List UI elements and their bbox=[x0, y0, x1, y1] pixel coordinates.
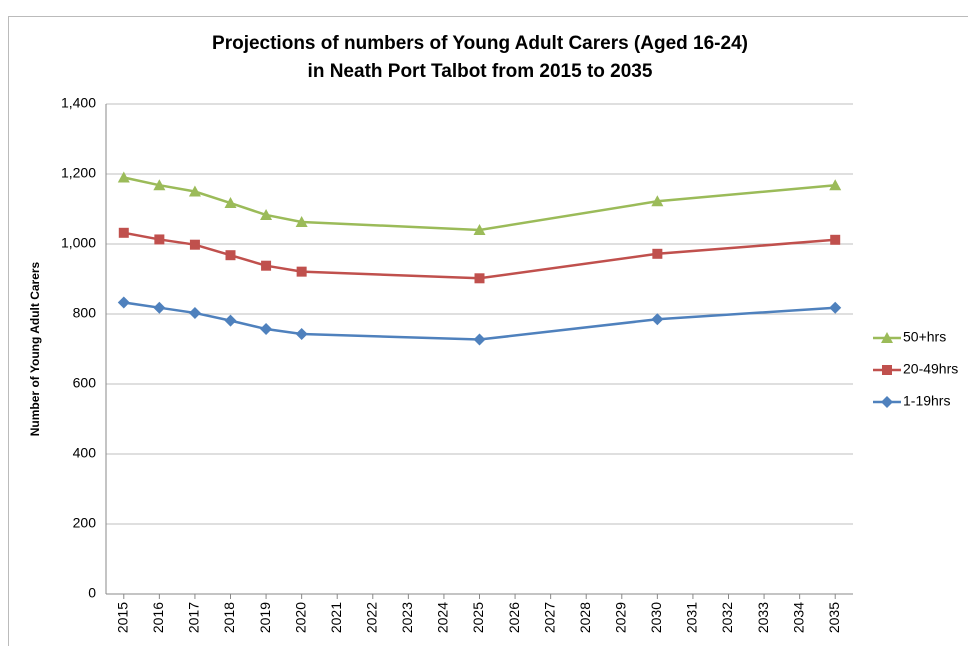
marker bbox=[188, 306, 201, 319]
y-tick-label: 200 bbox=[73, 515, 97, 531]
y-tick-label: 1,200 bbox=[61, 165, 96, 181]
legend-marker bbox=[882, 365, 892, 375]
marker bbox=[260, 323, 273, 336]
marker bbox=[188, 185, 201, 197]
marker bbox=[474, 273, 485, 284]
marker bbox=[153, 301, 166, 314]
marker bbox=[829, 301, 842, 314]
x-tick-label: 2017 bbox=[186, 602, 202, 633]
marker bbox=[224, 314, 237, 327]
marker bbox=[651, 313, 664, 326]
x-tick-label: 2019 bbox=[257, 602, 273, 633]
legend-marker bbox=[881, 332, 893, 343]
marker bbox=[651, 195, 664, 207]
x-tick-label: 2025 bbox=[470, 602, 486, 633]
x-tick-label: 2028 bbox=[577, 602, 593, 633]
x-tick-label: 2026 bbox=[506, 602, 522, 633]
marker bbox=[473, 333, 486, 346]
marker bbox=[473, 224, 486, 235]
y-tick-label: 0 bbox=[88, 585, 96, 601]
x-tick-label: 2030 bbox=[648, 602, 664, 633]
x-tick-label: 2034 bbox=[790, 602, 806, 633]
y-axis-label: Number of Young Adult Carers bbox=[28, 261, 42, 436]
legend-label: 50+hrs bbox=[903, 329, 946, 345]
marker bbox=[261, 260, 272, 271]
marker bbox=[830, 234, 841, 245]
x-tick-label: 2031 bbox=[684, 602, 700, 633]
x-tick-label: 2020 bbox=[292, 602, 308, 633]
marker bbox=[829, 179, 842, 191]
x-tick-label: 2015 bbox=[114, 602, 130, 633]
chart-title: in Neath Port Talbot from 2015 to 2035 bbox=[308, 61, 653, 82]
y-tick-label: 600 bbox=[73, 375, 97, 391]
legend-marker bbox=[881, 396, 893, 408]
y-tick-label: 800 bbox=[73, 305, 97, 321]
x-tick-label: 2021 bbox=[328, 602, 344, 633]
marker bbox=[296, 266, 307, 277]
y-tick-label: 400 bbox=[73, 445, 97, 461]
x-tick-label: 2033 bbox=[755, 602, 771, 633]
x-tick-label: 2018 bbox=[221, 602, 237, 633]
x-tick-label: 2023 bbox=[399, 602, 415, 633]
x-tick-label: 2029 bbox=[612, 602, 628, 633]
marker bbox=[117, 296, 130, 309]
marker bbox=[260, 208, 273, 220]
y-tick-label: 1,000 bbox=[61, 235, 96, 251]
x-tick-label: 2016 bbox=[150, 602, 166, 633]
y-tick-label: 1,400 bbox=[61, 95, 96, 111]
chart-border bbox=[8, 16, 968, 646]
marker bbox=[224, 197, 237, 209]
x-tick-label: 2032 bbox=[719, 602, 735, 633]
marker bbox=[225, 250, 236, 261]
legend-label: 20-49hrs bbox=[903, 361, 958, 377]
marker bbox=[117, 171, 130, 183]
marker bbox=[189, 239, 200, 250]
marker bbox=[118, 227, 129, 238]
marker bbox=[154, 234, 165, 245]
x-tick-label: 2027 bbox=[541, 602, 557, 633]
marker bbox=[652, 248, 663, 259]
marker bbox=[295, 215, 308, 227]
x-tick-label: 2022 bbox=[363, 602, 379, 633]
chart-title: Projections of numbers of Young Adult Ca… bbox=[212, 33, 748, 54]
marker bbox=[153, 179, 166, 191]
x-tick-label: 2035 bbox=[826, 602, 842, 633]
x-tick-label: 2024 bbox=[435, 602, 451, 633]
legend-label: 1-19hrs bbox=[903, 393, 950, 409]
marker bbox=[295, 327, 308, 340]
